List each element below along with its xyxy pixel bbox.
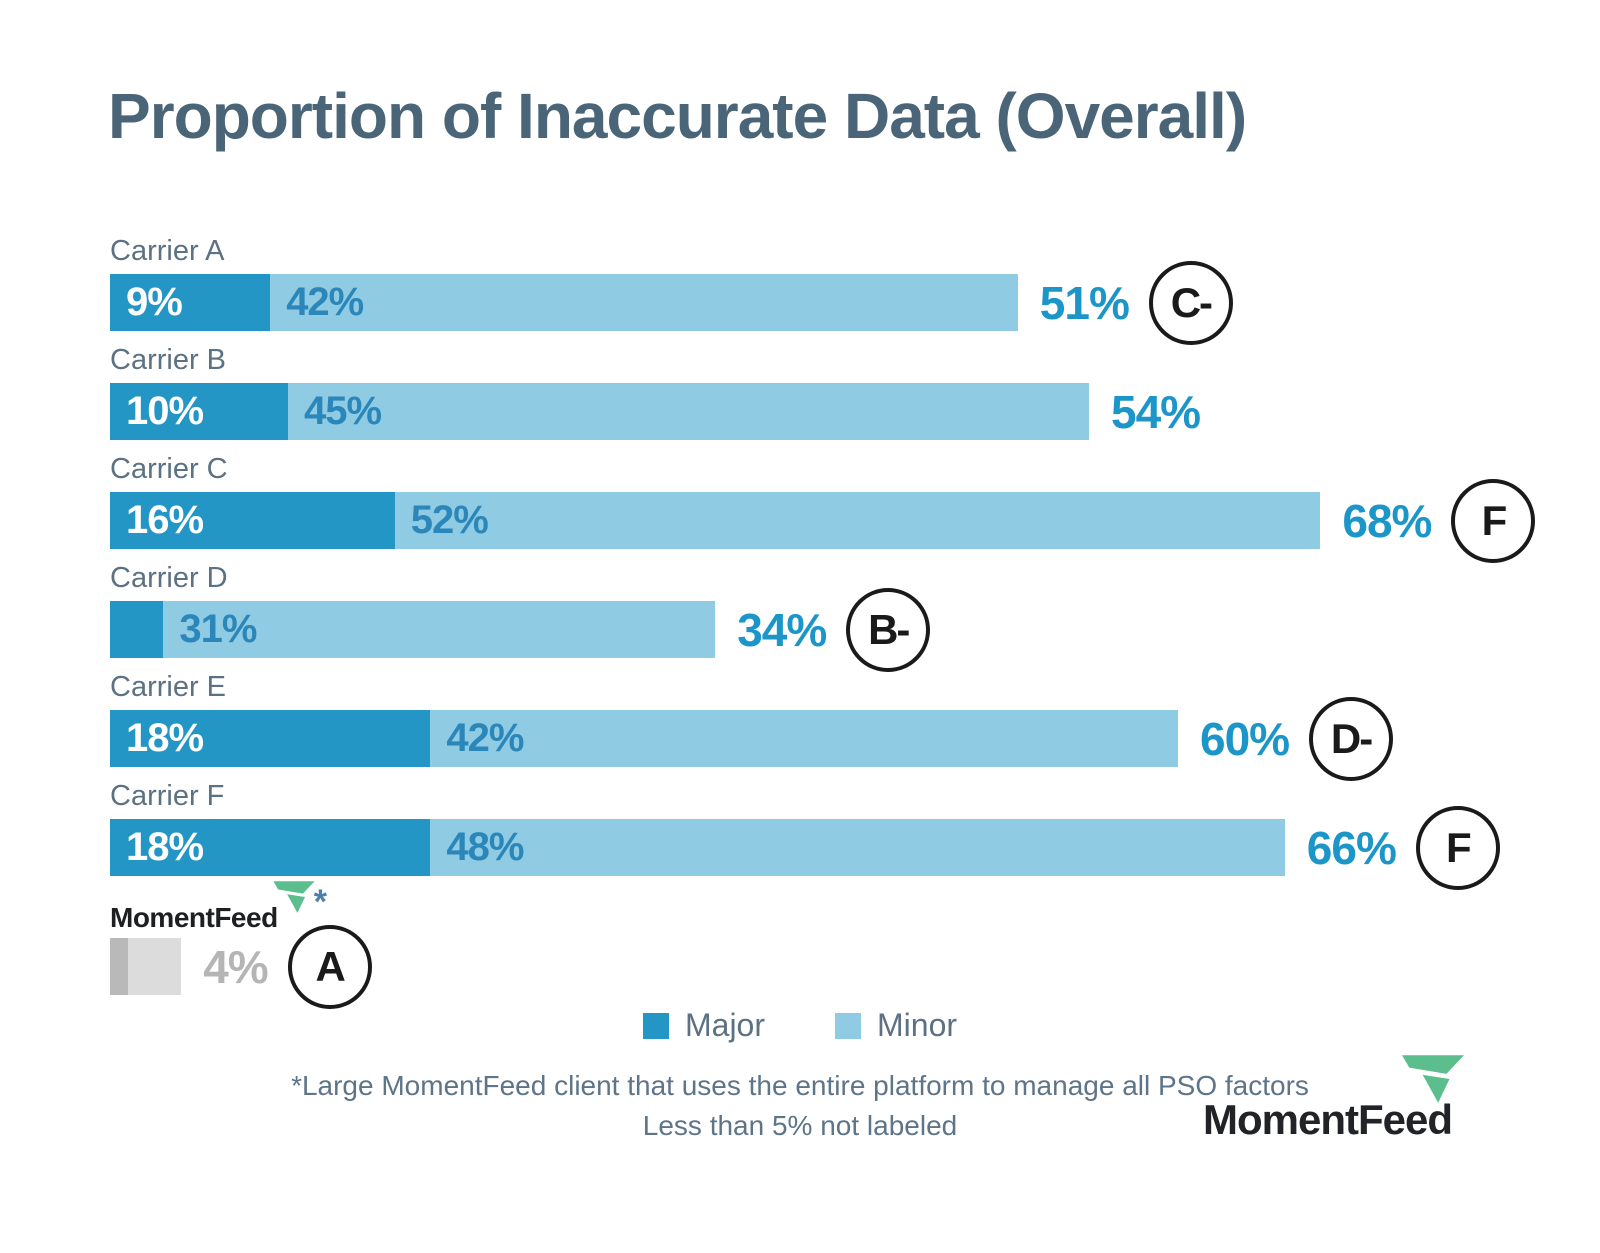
grade-badge: F <box>1451 478 1536 563</box>
grade-letter: C- <box>1170 278 1213 326</box>
grade-letter: F <box>1481 496 1508 544</box>
minor-segment: 48% <box>430 819 1285 876</box>
momentfeed-flag-icon <box>272 879 316 920</box>
stacked-bar: 9% 42% <box>110 274 1018 331</box>
minor-value: 45% <box>304 389 382 433</box>
stacked-bar-chart: Carrier A 9% 42% 51% C- Carrier B 10% 45… <box>110 234 1600 1009</box>
major-segment: 9% <box>110 274 271 331</box>
major-segment: 16% <box>110 492 395 549</box>
total-value: 4% <box>203 940 268 993</box>
major-value: 18% <box>126 825 204 869</box>
total-value: 51% <box>1039 276 1130 329</box>
total-value: 34% <box>737 603 827 656</box>
major-value: 18% <box>126 716 204 760</box>
minor-value: 48% <box>446 825 524 869</box>
minor-value: 42% <box>286 280 364 324</box>
minor-segment: 42% <box>270 274 1018 331</box>
minor-swatch-icon <box>835 1012 861 1039</box>
total-value: 68% <box>1342 494 1432 547</box>
major-segment: 18% <box>110 819 431 876</box>
grade-badge: F <box>1415 805 1500 890</box>
momentfeed-flag-icon <box>1400 1052 1466 1111</box>
momentfeed-wordmark: MomentFeed <box>1202 1096 1453 1143</box>
stacked-bar: 10% 45% <box>110 383 1089 440</box>
footnote-line-1: *Large MomentFeed client that uses the e… <box>291 1070 1309 1101</box>
grade-letter: F <box>1446 823 1472 871</box>
stacked-bar <box>110 938 182 995</box>
carrier-label: Carrier F <box>110 780 225 812</box>
major-value: 16% <box>126 498 204 542</box>
stacked-bar: 16% 52% <box>110 492 1321 549</box>
minor-segment: 42% <box>430 710 1178 767</box>
minor-segment: 31% <box>163 601 716 658</box>
footnotes: *Large MomentFeed client that uses the e… <box>0 1066 1600 1146</box>
grade-letter: B- <box>868 605 910 653</box>
asterisk-marker: * <box>313 883 327 921</box>
major-segment: 18% <box>110 710 431 767</box>
major-segment <box>110 938 128 995</box>
minor-segment: 52% <box>394 492 1321 549</box>
carrier-label: Carrier B <box>110 344 227 376</box>
total-value: 54% <box>1111 385 1201 438</box>
major-value: 9% <box>126 280 183 324</box>
carrier-label: Carrier E <box>110 671 227 703</box>
grade-badge: A <box>287 924 372 1009</box>
table-row: Carrier A 9% 42% 51% C- <box>110 234 1600 345</box>
stacked-bar: 31% <box>110 601 716 658</box>
table-row: Carrier E 18% 42% 60% D- <box>110 670 1600 781</box>
carrier-label: Carrier A <box>110 235 225 267</box>
legend-label: Major <box>684 1007 765 1043</box>
total-value: 66% <box>1306 821 1397 874</box>
major-segment <box>110 601 164 658</box>
momentfeed-row: MomentFeed * 4% A <box>110 881 1600 1009</box>
legend: Major Minor <box>0 1007 1600 1044</box>
minor-value: 42% <box>446 716 524 760</box>
footnote-line-2: Less than 5% not labeled <box>642 1110 958 1141</box>
minor-segment: 45% <box>288 383 1089 440</box>
grade-letter: D- <box>1330 714 1373 762</box>
minor-segment <box>127 938 182 995</box>
grade-badge: C- <box>1148 260 1233 345</box>
table-row: Carrier F 18% 48% 66% F <box>110 779 1600 890</box>
major-value: 10% <box>126 389 204 433</box>
minor-value: 52% <box>410 498 489 542</box>
stacked-bar: 18% 48% <box>110 819 1285 876</box>
major-segment: 10% <box>110 383 288 440</box>
legend-item-minor: Minor <box>835 1007 957 1044</box>
footer-brand-logo: MomentFeed <box>1202 1055 1464 1144</box>
minor-value: 31% <box>179 607 257 651</box>
carrier-label: Carrier C <box>110 453 228 485</box>
grade-badge: D- <box>1309 696 1394 781</box>
momentfeed-wordmark: MomentFeed <box>110 902 278 933</box>
momentfeed-logo: MomentFeed * <box>110 881 1600 934</box>
table-row: Carrier B 10% 45% 54% <box>110 343 1600 440</box>
grade-badge: B- <box>846 587 931 672</box>
page-title: Proportion of Inaccurate Data (Overall) <box>108 80 1247 152</box>
major-swatch-icon <box>642 1012 669 1039</box>
legend-item-major: Major <box>642 1007 765 1044</box>
table-row: Carrier C 16% 52% 68% F <box>110 452 1600 563</box>
grade-letter: A <box>315 942 346 990</box>
table-row: Carrier D 31% 34% B- <box>110 561 1600 672</box>
stacked-bar: 18% 42% <box>110 710 1178 767</box>
carrier-label: Carrier D <box>110 562 228 594</box>
total-value: 60% <box>1199 712 1290 765</box>
legend-label: Minor <box>877 1007 958 1043</box>
